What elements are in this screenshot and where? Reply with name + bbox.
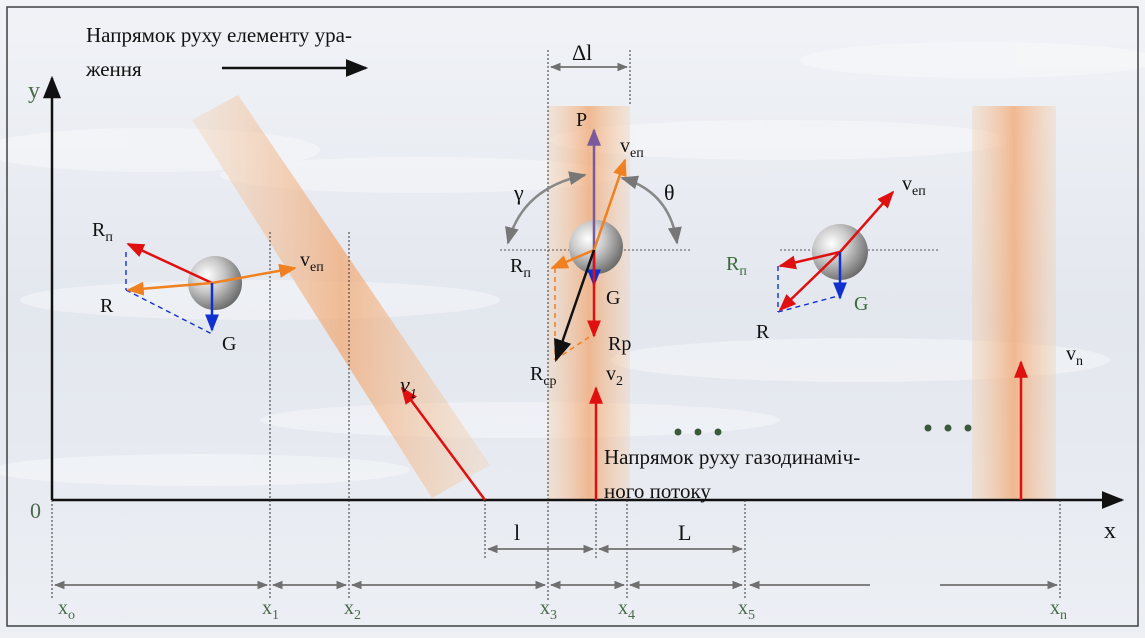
element-1: [125, 242, 297, 335]
direction-element-line1: Напрямок руху елементу ура-: [86, 23, 352, 47]
element-2-Rcp-arrow: [554, 249, 596, 363]
x-axis-label: x: [1104, 518, 1116, 544]
theta-label: θ: [664, 180, 675, 205]
gamma-arc: [505, 171, 587, 245]
gamma-label: γ: [513, 180, 524, 205]
element-1-R-arrow: [126, 281, 213, 296]
element-1-Rpi-label: Rп: [92, 219, 113, 245]
element-3-vep-arrow: [839, 190, 895, 253]
element-2-Rcp-label: Rср: [530, 363, 557, 389]
element-2-vep-arrow: [592, 158, 627, 251]
frame: [6, 6, 1139, 627]
stream-band-n: [972, 106, 1056, 500]
x-label-5: x5: [738, 597, 755, 623]
v1-arrow: [400, 386, 487, 501]
element-3-R-label: R: [756, 321, 770, 343]
x-tick-labels: xo x1 x2 x3 x4 x5 xn: [58, 597, 1067, 623]
y-axis-label: y: [28, 78, 40, 104]
x-label-n: xn: [1050, 597, 1067, 623]
element-3-R-arrow: [778, 251, 841, 312]
element-3: [777, 190, 940, 313]
element-2-P-label: P: [576, 109, 587, 131]
element-2: [500, 128, 690, 363]
L-label: L: [678, 520, 691, 545]
x-label-3: x3: [540, 597, 557, 623]
element-2-Rpi-arrow: [550, 248, 595, 270]
element-1-G-label: G: [222, 333, 236, 355]
x-label-1: x1: [262, 597, 279, 623]
element-3-Rpi-label: Rп: [726, 253, 747, 279]
element-2-Rp-label: Rp: [608, 333, 631, 355]
ellipsis-1: [674, 428, 722, 436]
v2-label: v2: [606, 363, 623, 389]
origin-label: 0: [30, 498, 41, 523]
x-label-0: xo: [58, 597, 75, 623]
vn-label: vn: [1066, 343, 1083, 369]
direction-stream-line1: Напрямок руху газодинаміч-: [604, 445, 860, 469]
l-label: l: [514, 520, 520, 545]
element-2-G-label: G: [606, 287, 620, 309]
direction-stream-line2: ного потоку: [604, 479, 711, 503]
element-3-G-label: G: [854, 293, 868, 315]
element-1-Rpi-arrow: [126, 242, 213, 285]
element-2-vep-label: vеп: [620, 135, 644, 161]
element-2-Rpi-label: Rп: [510, 255, 531, 281]
v1-label: v1: [400, 372, 417, 402]
theta-arc: [620, 175, 682, 245]
direction-element-line2: ження: [85, 57, 142, 81]
element-1-vep-label: vеп: [300, 249, 324, 275]
element-3-vep-label: vеп: [902, 173, 926, 199]
element-1-R-label: R: [100, 295, 114, 317]
element-1-vep-arrow: [211, 263, 297, 285]
delta-l-label: Δl: [572, 40, 592, 65]
x-label-2: x2: [344, 597, 361, 623]
element-3-Rpi-arrow: [778, 250, 841, 270]
x-label-4: x4: [618, 597, 635, 623]
ellipsis-2: [924, 424, 972, 432]
